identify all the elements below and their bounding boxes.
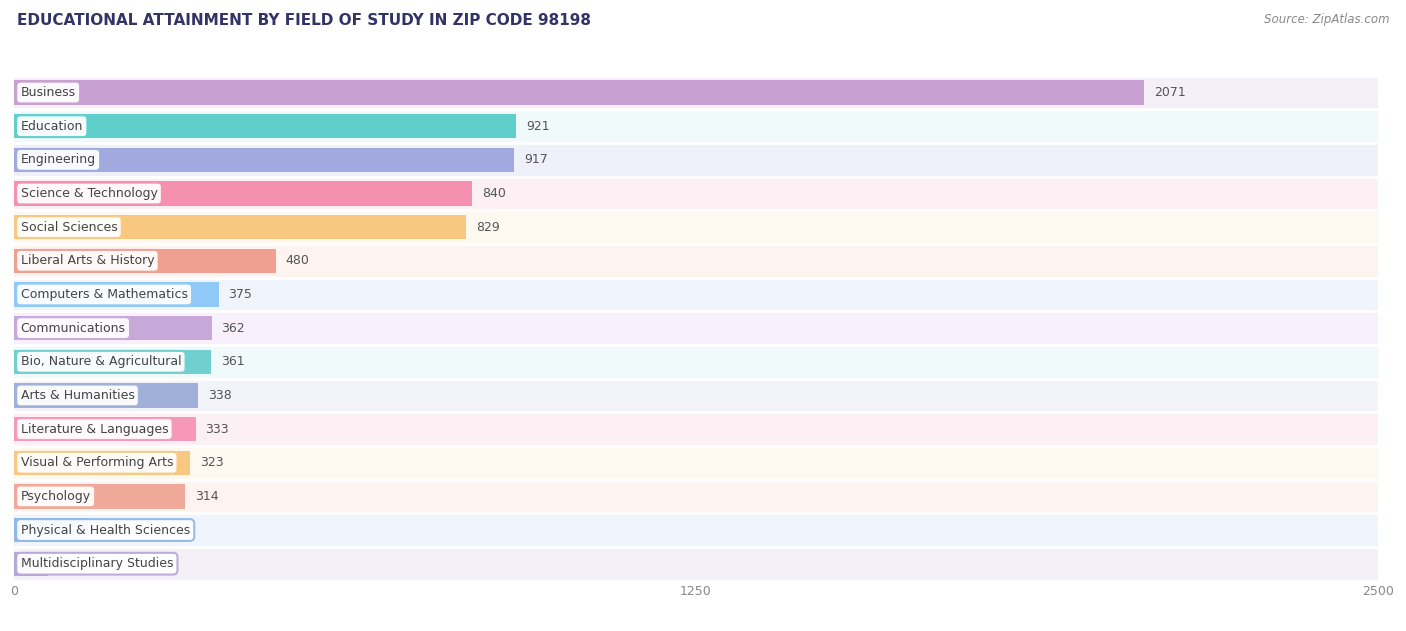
- Text: Liberal Arts & History: Liberal Arts & History: [21, 254, 155, 268]
- Text: Arts & Humanities: Arts & Humanities: [21, 389, 135, 402]
- Text: 480: 480: [285, 254, 309, 268]
- Bar: [14, 417, 195, 441]
- Bar: [14, 148, 515, 172]
- Text: Multidisciplinary Studies: Multidisciplinary Studies: [21, 557, 173, 570]
- Bar: [14, 249, 276, 273]
- Text: Engineering: Engineering: [21, 153, 96, 167]
- Text: Communications: Communications: [21, 322, 125, 334]
- Text: 361: 361: [221, 355, 245, 369]
- Bar: [14, 210, 1378, 244]
- Bar: [14, 143, 1378, 177]
- Bar: [14, 551, 48, 576]
- Text: 362: 362: [221, 322, 245, 334]
- Text: 338: 338: [208, 389, 232, 402]
- Bar: [14, 109, 1378, 143]
- Bar: [14, 76, 1378, 109]
- Bar: [14, 177, 1378, 210]
- Bar: [14, 80, 1144, 105]
- Bar: [14, 181, 472, 206]
- Bar: [14, 412, 1378, 446]
- Text: 840: 840: [482, 187, 506, 200]
- Text: 829: 829: [477, 221, 501, 233]
- Bar: [14, 451, 190, 475]
- Bar: [14, 114, 516, 138]
- Bar: [14, 215, 467, 239]
- Text: 917: 917: [524, 153, 548, 167]
- Bar: [14, 244, 1378, 278]
- Bar: [14, 513, 1378, 547]
- Bar: [14, 446, 1378, 480]
- Text: Business: Business: [21, 86, 76, 99]
- Text: 323: 323: [200, 456, 224, 469]
- Text: Psychology: Psychology: [21, 490, 91, 503]
- Bar: [14, 518, 87, 542]
- Text: 375: 375: [228, 288, 252, 301]
- Bar: [14, 379, 1378, 412]
- Text: 314: 314: [195, 490, 219, 503]
- Text: Bio, Nature & Agricultural: Bio, Nature & Agricultural: [21, 355, 181, 369]
- Text: 333: 333: [205, 423, 229, 435]
- Bar: [14, 311, 1378, 345]
- Text: Physical & Health Sciences: Physical & Health Sciences: [21, 524, 190, 536]
- Text: Source: ZipAtlas.com: Source: ZipAtlas.com: [1264, 13, 1389, 26]
- Text: 135: 135: [97, 524, 121, 536]
- Bar: [14, 547, 1378, 581]
- Text: Science & Technology: Science & Technology: [21, 187, 157, 200]
- Bar: [14, 480, 1378, 513]
- Text: Computers & Mathematics: Computers & Mathematics: [21, 288, 187, 301]
- Bar: [14, 484, 186, 509]
- Text: 921: 921: [526, 120, 550, 133]
- Bar: [14, 345, 1378, 379]
- Text: Literature & Languages: Literature & Languages: [21, 423, 169, 435]
- Text: Social Sciences: Social Sciences: [21, 221, 117, 233]
- Bar: [14, 282, 219, 307]
- Bar: [14, 383, 198, 408]
- Text: 2071: 2071: [1154, 86, 1185, 99]
- Text: EDUCATIONAL ATTAINMENT BY FIELD OF STUDY IN ZIP CODE 98198: EDUCATIONAL ATTAINMENT BY FIELD OF STUDY…: [17, 13, 591, 28]
- Bar: [14, 316, 211, 340]
- Text: 62: 62: [58, 557, 73, 570]
- Bar: [14, 278, 1378, 311]
- Bar: [14, 350, 211, 374]
- Text: Education: Education: [21, 120, 83, 133]
- Text: Visual & Performing Arts: Visual & Performing Arts: [21, 456, 173, 469]
